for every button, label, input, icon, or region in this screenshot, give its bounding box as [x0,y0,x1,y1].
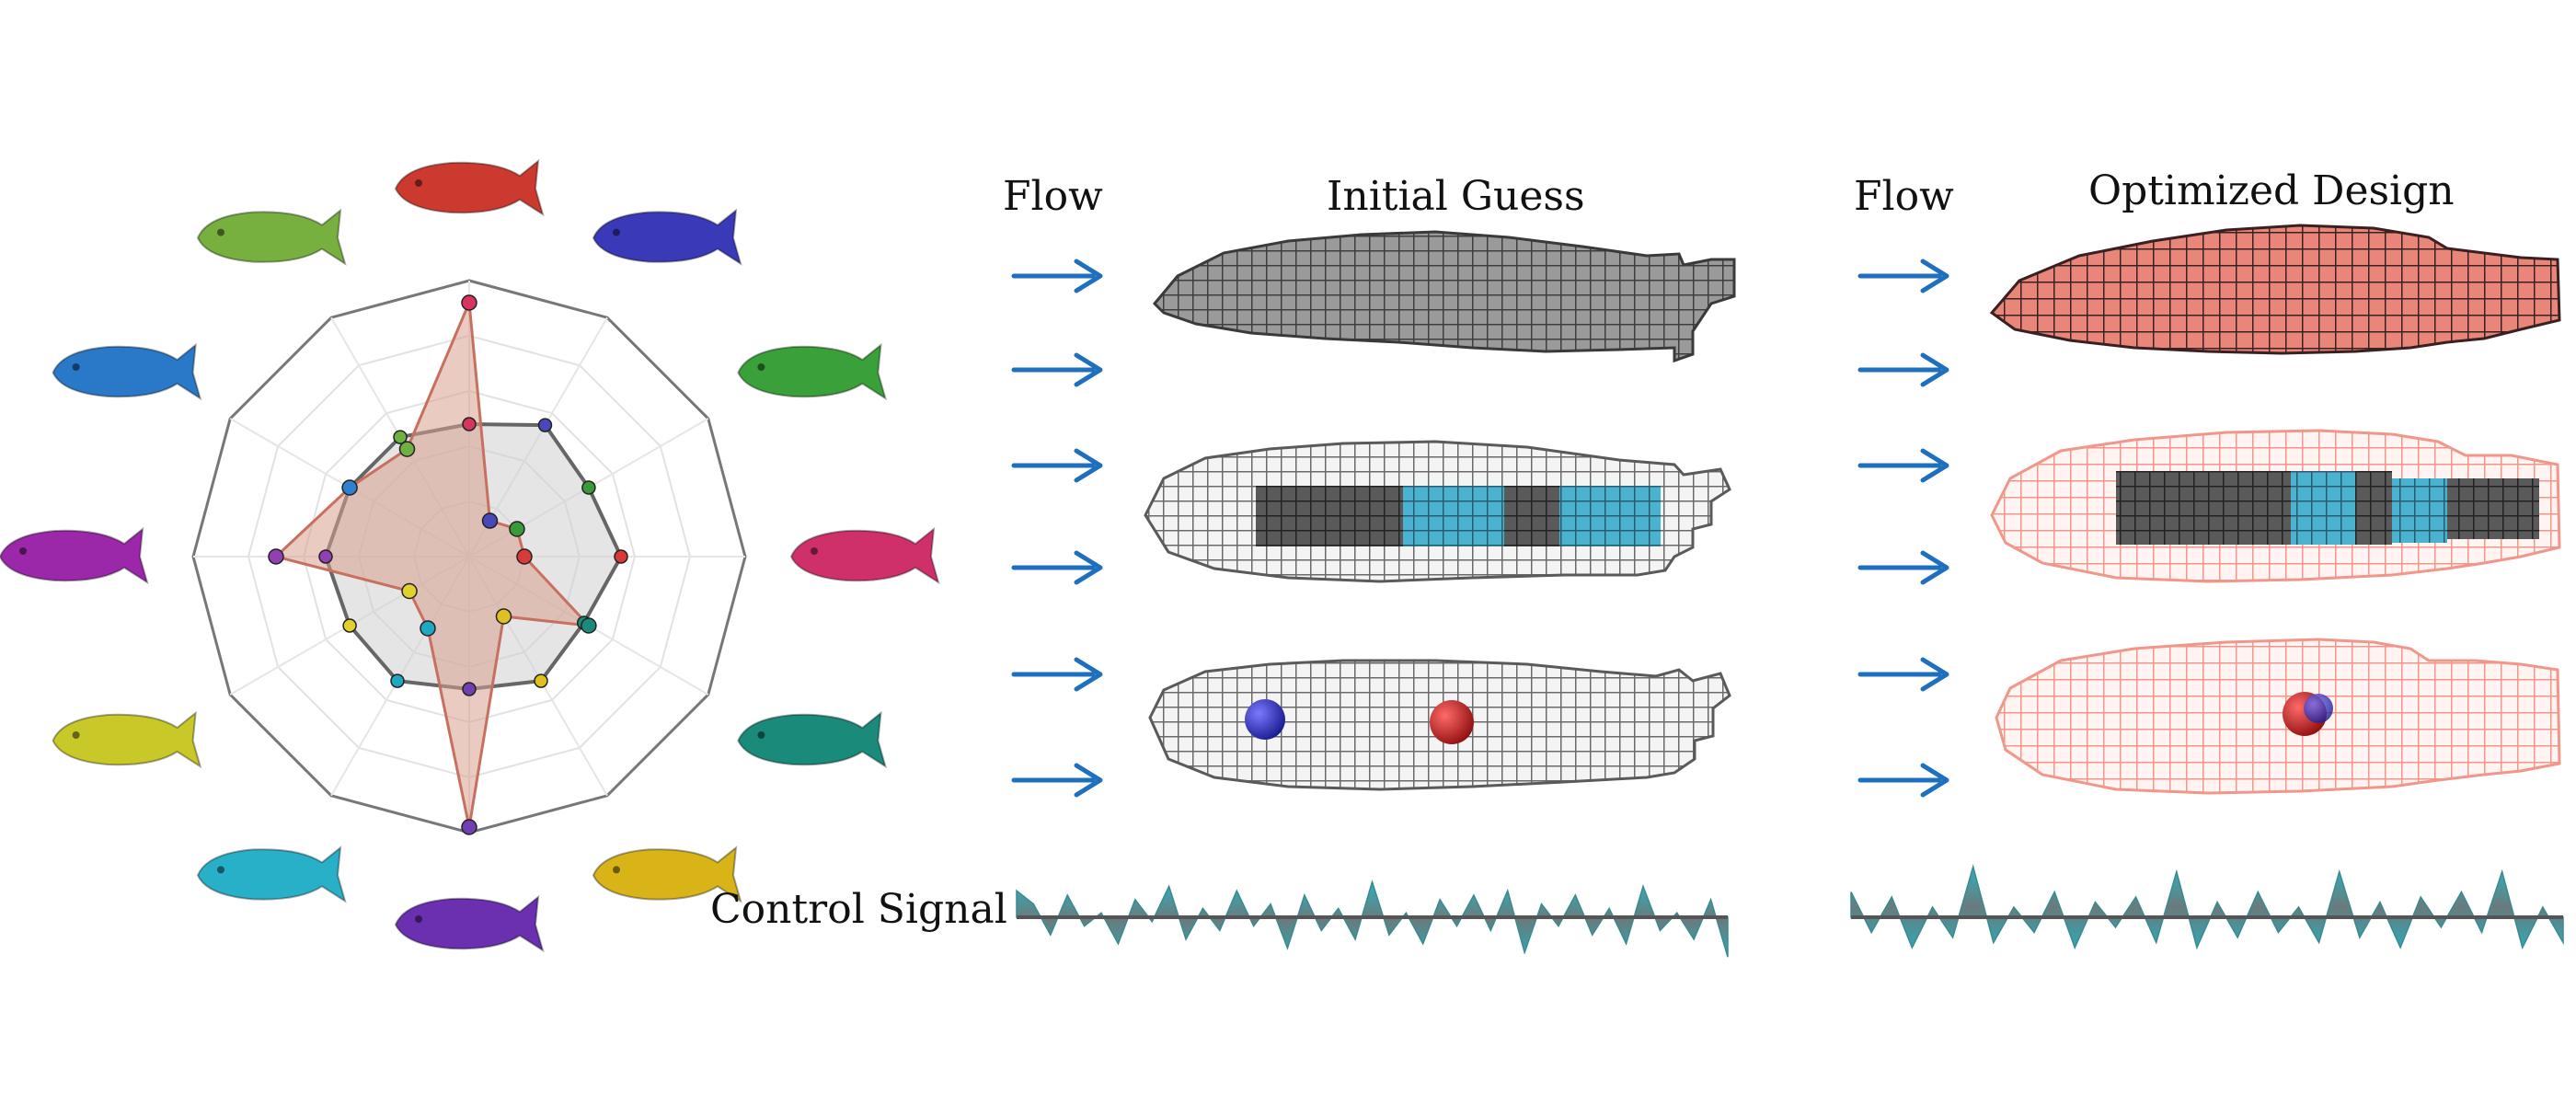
gallery-fish-body [737,710,888,769]
radar-marker-baseline [534,673,548,688]
gallery-fish-body [52,342,202,401]
gallery-fish-body [592,208,742,266]
gallery-fish [592,845,742,903]
gallery-fish-eye [72,363,80,371]
optimized-solid-fish [1989,224,2561,355]
flow-arrow-head [1920,259,1949,293]
control-signal-area [1016,880,1729,958]
flow-arrows-left [1011,259,1103,798]
radar-marker-optimized [341,479,358,496]
gallery-fish [592,208,742,266]
flow-arrow-head [1074,550,1103,585]
control-signal-area [1850,864,2564,950]
gallery-fish-body [52,710,202,769]
flow-arrow-head [1074,259,1103,293]
initial-guess-muscle-fish [1144,440,1731,583]
radar-marker-optimized [581,617,597,634]
gallery-fish-eye [217,866,224,874]
gallery-fish [52,710,202,769]
flow-arrow-head [1074,448,1103,483]
control-signal-initial [1016,880,1729,958]
gallery-fish [394,894,545,953]
fish-gallery [0,158,940,953]
optimized-muscle-fish [1990,429,2561,583]
radar-marker-baseline [342,618,357,633]
radar-marker-optimized [268,548,284,565]
gallery-fish-body [592,845,742,903]
gallery-fish-body [789,526,940,585]
radar-chart [191,279,747,835]
radar-marker-optimized [420,620,436,637]
flow-label-left: Flow [1003,173,1103,220]
gallery-fish-eye [811,547,818,555]
radar-marker-optimized [481,512,499,529]
optimized-design-title: Optimized Design [2088,167,2455,214]
radar-marker-baseline [581,480,596,495]
gallery-fish [0,526,149,585]
gallery-fish-eye [19,547,27,555]
gallery-fish [737,342,888,401]
gallery-fish-eye [757,731,765,739]
gallery-fish [737,710,888,769]
gallery-fish-body [196,845,347,903]
radar-marker-baseline [318,549,333,564]
gallery-fish-body [394,894,545,953]
radar-marker-optimized [401,582,418,600]
flow-arrow-head [1920,763,1949,798]
gallery-fish-body [0,526,149,585]
radar-marker-optimized [516,548,533,565]
initial-guess-solid-fish [1152,230,1736,363]
radar-marker-baseline [537,418,553,432]
flow-arrow-head [1920,657,1949,692]
flow-arrow-head [1074,352,1103,387]
gallery-fish [196,208,347,266]
gallery-fish [196,845,347,903]
initial-guess-title: Initial Guess [1327,173,1585,220]
control-signal-optimized [1850,864,2564,950]
gallery-fish [52,342,202,401]
flow-arrow-head [1920,352,1949,387]
radar-marker-baseline [390,673,405,688]
flow-arrow-head [1920,448,1949,483]
flow-arrow-head [1074,657,1103,692]
initial-guess-sensor-fish [1148,659,1731,791]
radar-marker-optimized [461,819,477,835]
gallery-fish [789,526,940,585]
radar-marker-optimized [495,608,512,625]
flow-arrow-head [1920,550,1949,585]
flow-arrows-right [1857,259,1949,798]
gallery-fish-body [394,158,545,217]
gallery-fish-eye [415,915,422,923]
radar-marker-optimized [461,294,477,311]
optimized-sensor-fish [1995,638,2561,795]
gallery-fish [394,158,545,217]
radar-marker-baseline [393,430,408,444]
radar-marker-optimized [509,521,525,537]
gallery-fish-body [737,342,888,401]
radar-marker-baseline [462,417,477,431]
gallery-fish-eye [217,228,224,236]
radar-marker-baseline [462,682,477,696]
gallery-fish-body [196,208,347,266]
control-signal-label: Control Signal [710,886,1007,933]
gallery-fish-eye [72,731,80,739]
gallery-fish-eye [415,179,422,187]
gallery-fish-eye [613,228,620,236]
gallery-fish-eye [757,363,765,371]
gallery-fish-eye [613,866,620,874]
flow-arrow-head [1074,763,1103,798]
radar-marker-optimized [398,441,416,457]
radar-marker-baseline [614,549,628,564]
flow-label-right: Flow [1854,173,1954,220]
